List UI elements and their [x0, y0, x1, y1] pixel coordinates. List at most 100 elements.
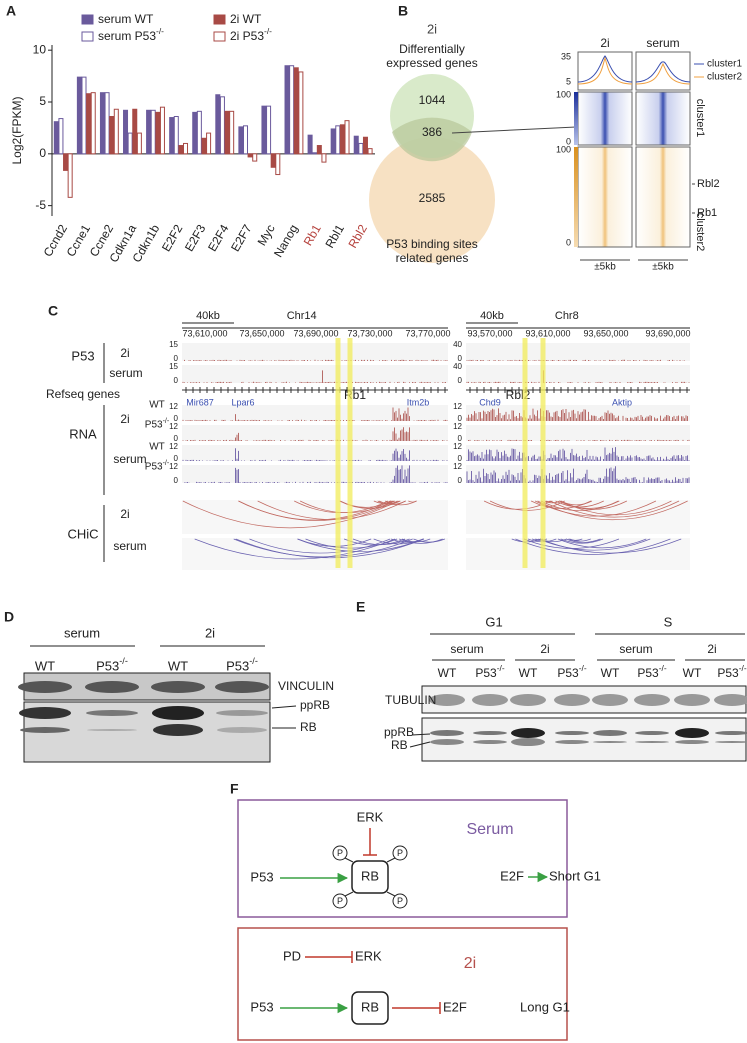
phospho — [392, 893, 408, 909]
legend-label: 2i P53-/- — [230, 26, 272, 43]
band — [473, 740, 507, 744]
heatmap — [635, 146, 691, 248]
track-tick-label: 0 — [174, 354, 179, 363]
band-label: ppRB — [384, 725, 414, 739]
bar — [81, 76, 87, 155]
bar — [123, 109, 129, 155]
bar — [339, 124, 345, 155]
column-label: serum — [646, 36, 679, 50]
phospho-label: P — [337, 896, 343, 906]
track-bg — [466, 445, 690, 461]
band — [511, 728, 545, 738]
coord-label: 93,570,000 — [467, 328, 512, 338]
genotype-label: WT — [683, 666, 702, 680]
bar — [353, 135, 359, 155]
legend-swatch — [213, 14, 226, 25]
venn-count: 1044 — [419, 93, 446, 107]
band — [85, 681, 139, 693]
row-label: serum — [113, 539, 146, 553]
panel-letter: B — [398, 3, 408, 19]
bar — [252, 153, 258, 162]
band — [593, 741, 627, 743]
venn-set-label: P53 binding sites related genes — [386, 237, 478, 265]
legend-swatch — [213, 31, 226, 42]
band — [715, 731, 747, 735]
chic-arc — [537, 500, 688, 521]
bar — [58, 118, 64, 155]
condition-label: serum — [619, 642, 652, 656]
track-tick-label: 40 — [453, 362, 462, 371]
band — [151, 681, 205, 693]
chic-arc — [515, 538, 671, 555]
bar — [136, 132, 142, 155]
chic-arc — [560, 500, 593, 506]
track-tick-label: 15 — [169, 362, 178, 371]
bar — [316, 145, 322, 155]
band — [674, 694, 710, 706]
venn-set-label-box: P53 binding sites related genes — [386, 237, 478, 265]
band — [635, 731, 669, 735]
span-label: ±5kb — [652, 262, 674, 273]
bar — [270, 153, 276, 168]
axis-tick-label: 35 — [561, 51, 571, 61]
highlight — [347, 338, 353, 568]
node: RB — [361, 999, 379, 1014]
chic-arc — [182, 500, 398, 529]
genotype-label: WT — [438, 666, 457, 680]
legend-label: serum WT — [98, 12, 154, 26]
node: P53 — [250, 999, 273, 1014]
y-tick-label: -5 — [35, 198, 46, 212]
chic-arc — [565, 538, 601, 543]
bar — [132, 108, 138, 155]
bar — [275, 153, 281, 176]
bar — [307, 134, 313, 155]
band — [430, 730, 464, 736]
panel-letter: F — [230, 781, 239, 797]
connector — [451, 126, 577, 134]
legend-swatch — [81, 31, 94, 42]
chrom-label: Chr14 — [287, 310, 317, 322]
chic-arc — [339, 500, 400, 509]
bar — [238, 126, 244, 155]
chic-bg — [182, 500, 448, 534]
band — [429, 694, 465, 706]
track-bg — [182, 343, 448, 361]
superscript: -/- — [579, 663, 587, 673]
band — [555, 740, 589, 744]
row-label: serum — [109, 366, 142, 380]
bar — [229, 110, 235, 155]
chic-arc — [555, 500, 604, 508]
phase-label: G1 — [485, 614, 502, 629]
coord-label: 93,690,000 — [645, 328, 690, 338]
bar — [99, 92, 105, 155]
chic-arc — [569, 538, 591, 542]
gene-label: Aktip — [612, 397, 632, 407]
legend-label: 2i WT — [230, 12, 262, 26]
colorbar — [574, 147, 578, 247]
superscript: -/- — [163, 418, 170, 425]
track-tick-label: 12 — [169, 462, 178, 471]
band — [715, 741, 747, 743]
track-bg — [466, 425, 690, 441]
track-tick-label: 0 — [174, 414, 179, 423]
cluster-label: cluster2 — [694, 213, 706, 252]
x-tick-label: Rb1 — [301, 222, 324, 248]
y-tick-label: 10 — [33, 42, 47, 56]
twoi-box — [237, 927, 568, 1041]
track-bg — [466, 365, 690, 383]
bar — [90, 92, 96, 155]
chic-arc — [546, 500, 553, 503]
row-label: CHiC — [67, 526, 98, 541]
chic-arc — [401, 538, 431, 543]
link — [386, 857, 396, 863]
bar — [321, 153, 327, 163]
bar — [335, 125, 341, 155]
track-tick-label: 40 — [453, 340, 462, 349]
highlight — [540, 338, 546, 568]
bar — [289, 65, 295, 155]
band — [18, 681, 72, 693]
rb-node — [351, 991, 389, 1025]
venn-overlap — [392, 117, 472, 162]
superscript: -/- — [739, 663, 747, 673]
